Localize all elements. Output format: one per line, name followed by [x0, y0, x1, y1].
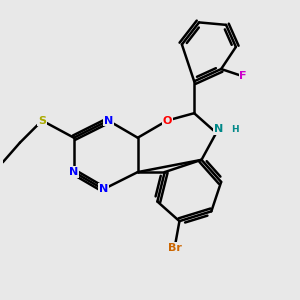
Text: S: S [38, 116, 46, 126]
Text: N: N [69, 167, 79, 177]
Text: Br: Br [168, 243, 182, 253]
Text: N: N [104, 116, 113, 126]
Text: H: H [231, 124, 239, 134]
Text: N: N [99, 184, 108, 194]
Text: O: O [163, 116, 172, 126]
Text: N: N [214, 124, 223, 134]
Text: F: F [239, 71, 247, 81]
